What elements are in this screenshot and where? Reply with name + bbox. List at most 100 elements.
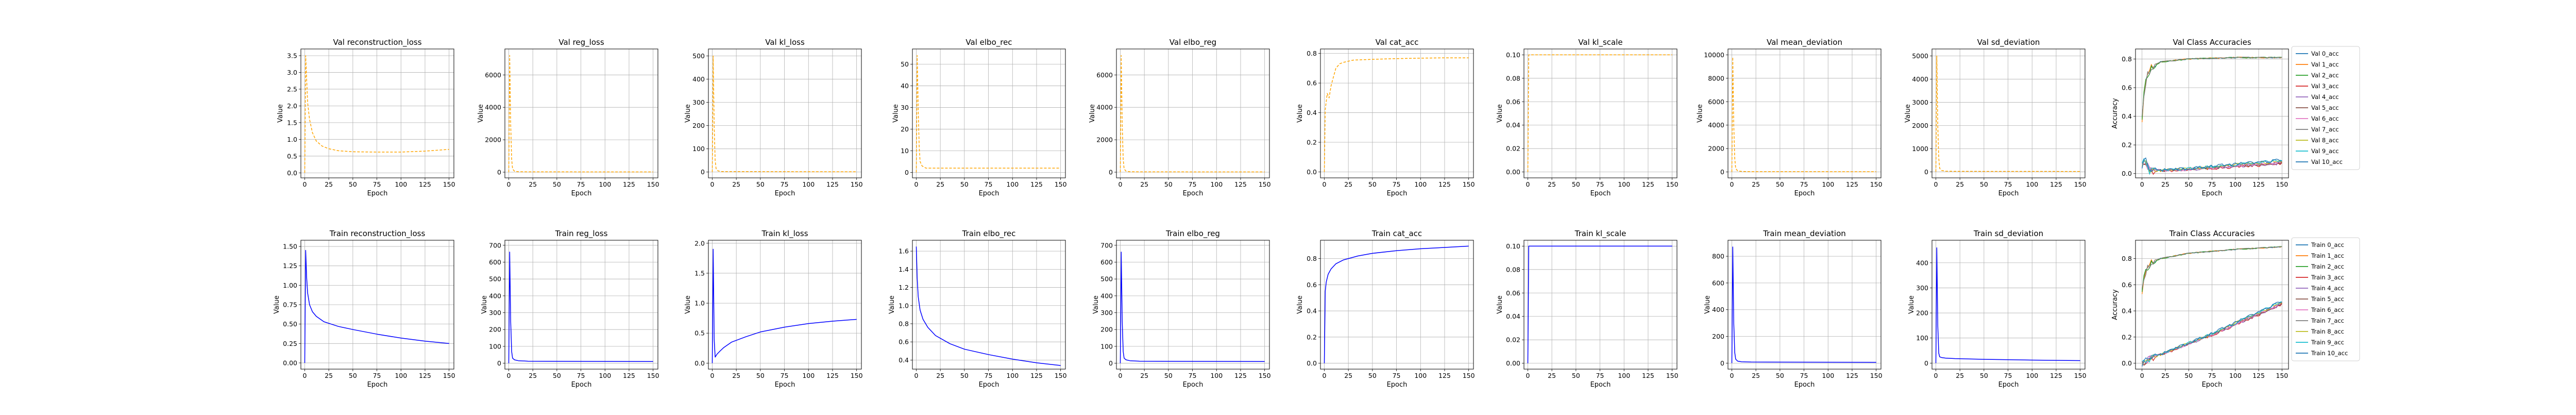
chart-title: Val elbo_reg xyxy=(1170,38,1216,47)
y-tick-label: 2000 xyxy=(1912,122,1928,129)
y-tick-label: 0 xyxy=(497,168,501,176)
y-tick-label: 2.0 xyxy=(287,102,297,110)
y-tick-label: 0.06 xyxy=(1506,98,1520,106)
x-tick-label: 50 xyxy=(960,180,969,188)
x-tick-label: 0 xyxy=(1118,372,1122,379)
x-tick-label: 0 xyxy=(1730,180,1734,188)
legend-label: Train 2_acc xyxy=(2311,263,2344,270)
chart-title: Train reg_loss xyxy=(555,229,608,239)
plot-frame xyxy=(1116,240,1270,370)
y-tick-label: 100 xyxy=(489,342,501,350)
y-tick-label: 0.6 xyxy=(1307,281,1317,289)
subplot: Train Class Accuracies 0 25 50 75 100 125 150 0.… xyxy=(2111,229,2360,389)
y-tick-label: 0 xyxy=(1720,168,1724,176)
x-tick-label: 75 xyxy=(1800,372,1808,379)
subplot: Val Class Accuracies 0 25 50 75 100 125 150 0.0 0… xyxy=(2111,38,2360,197)
x-tick-label: 0 xyxy=(2140,372,2144,379)
y-tick-label: 0.02 xyxy=(1506,336,1520,344)
x-axis-label: Epoch xyxy=(2202,190,2223,197)
x-tick-label: 0 xyxy=(1934,372,1938,379)
y-tick-label: 300 xyxy=(1916,284,1928,292)
plot-frame xyxy=(1523,48,1677,178)
x-tick-label: 25 xyxy=(936,180,944,188)
legend-label: Val 4_acc xyxy=(2311,93,2339,101)
y-tick-label: 0.5 xyxy=(694,329,705,337)
y-tick-label: 10000 xyxy=(1704,51,1724,59)
x-tick-label: 125 xyxy=(1438,180,1451,188)
x-tick-label: 125 xyxy=(826,372,839,379)
y-tick-label: 200 xyxy=(1916,309,1928,317)
x-tick-label: 50 xyxy=(349,180,357,188)
chart-title: Val mean_deviation xyxy=(1767,38,1842,47)
x-tick-label: 100 xyxy=(2026,372,2038,379)
y-tick-label: 3.5 xyxy=(287,52,297,59)
y-tick-label: 0.4 xyxy=(1307,307,1317,315)
x-tick-label: 125 xyxy=(1030,372,1043,379)
y-tick-label: 0.02 xyxy=(1506,145,1520,153)
x-tick-label: 75 xyxy=(1189,372,1197,379)
subplot: Val elbo_rec 0 25 50 75 100 125 150 0 10 20 30 40 50 E… xyxy=(892,38,1066,197)
y-tick-label: 0.4 xyxy=(2122,307,2132,315)
y-tick-label: 0.6 xyxy=(899,338,909,346)
x-tick-label: 125 xyxy=(1642,372,1654,379)
y-tick-label: 300 xyxy=(692,98,705,106)
subplot: Train elbo_reg 0 25 50 75 100 125 150 0 100 200 300… xyxy=(1092,229,1271,389)
y-tick-label: 400 xyxy=(692,75,705,83)
x-axis-label: Epoch xyxy=(1590,190,1611,197)
y-axis-label: Value xyxy=(1904,104,1912,123)
legend-label: Train 7_acc xyxy=(2311,317,2344,324)
x-tick-label: 150 xyxy=(851,180,863,188)
y-axis-label: Value xyxy=(1296,295,1304,314)
x-tick-label: 150 xyxy=(1666,372,1679,379)
y-tick-label: 1.00 xyxy=(283,281,297,289)
x-tick-label: 100 xyxy=(1210,180,1223,188)
y-tick-label: 500 xyxy=(692,52,705,60)
x-tick-label: 50 xyxy=(1776,372,1784,379)
legend-frame xyxy=(2291,46,2360,170)
y-tick-label: 3000 xyxy=(1912,98,1928,106)
x-axis-label: Epoch xyxy=(571,381,592,389)
x-tick-label: 150 xyxy=(1055,180,1067,188)
legend: Val 0_acc Val 1_acc Val 2_acc Val 3_acc Val … xyxy=(2291,46,2360,170)
y-tick-label: 4000 xyxy=(1096,104,1113,111)
x-tick-label: 50 xyxy=(1572,372,1580,379)
x-tick-label: 50 xyxy=(1368,372,1377,379)
x-tick-label: 0 xyxy=(1730,372,1734,379)
y-tick-label: 500 xyxy=(489,275,501,283)
x-tick-label: 125 xyxy=(1642,180,1654,188)
plot-frame xyxy=(1727,240,1882,370)
x-tick-label: 150 xyxy=(1259,372,1271,379)
y-tick-label: 400 xyxy=(1100,292,1113,300)
x-axis-label: Epoch xyxy=(1183,381,1204,389)
x-tick-label: 125 xyxy=(2252,372,2265,379)
legend-label: Val 10_acc xyxy=(2311,158,2343,165)
y-tick-label: 1.50 xyxy=(283,243,297,251)
y-tick-label: 300 xyxy=(489,309,501,317)
x-tick-label: 100 xyxy=(1414,180,1427,188)
x-tick-label: 100 xyxy=(395,372,407,379)
chart-title: Train kl_scale xyxy=(1574,229,1626,239)
x-tick-label: 100 xyxy=(1006,180,1019,188)
chart-title: Train cat_acc xyxy=(1371,229,1422,239)
y-tick-label: 20 xyxy=(901,125,909,133)
x-tick-label: 125 xyxy=(2050,180,2062,188)
chart-title: Val sd_deviation xyxy=(1977,38,2040,47)
y-tick-label: 0 xyxy=(1109,168,1113,176)
x-tick-label: 100 xyxy=(1210,372,1223,379)
y-tick-label: 1.0 xyxy=(694,300,705,307)
subplot: Train reg_loss 0 25 50 75 100 125 150 0 100 200 300… xyxy=(481,229,659,389)
x-tick-label: 100 xyxy=(1618,372,1630,379)
x-tick-label: 50 xyxy=(1368,180,1377,188)
x-tick-label: 75 xyxy=(373,372,381,379)
y-tick-label: 0.08 xyxy=(1506,74,1520,82)
class-series-line xyxy=(2142,56,2282,116)
y-tick-label: 600 xyxy=(1100,258,1113,266)
subplot: Val kl_loss 0 25 50 75 100 125 150 0 100 200 300 400… xyxy=(684,38,863,197)
y-tick-label: 0.0 xyxy=(287,169,297,177)
y-tick-label: 200 xyxy=(1100,326,1113,334)
legend-label: Train 6_acc xyxy=(2311,306,2344,313)
plot-frame xyxy=(504,240,658,370)
x-tick-label: 75 xyxy=(985,180,993,188)
x-tick-label: 25 xyxy=(529,372,537,379)
